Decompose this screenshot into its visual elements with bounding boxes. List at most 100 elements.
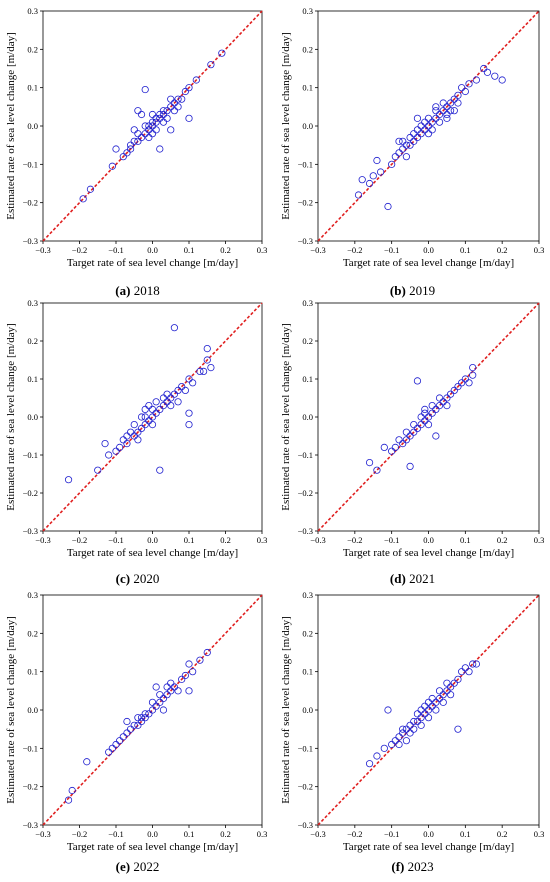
data-point [178, 95, 186, 103]
data-point [428, 118, 436, 126]
y-tick-label: 0.1 [27, 667, 38, 677]
data-point [207, 363, 215, 372]
data-point [123, 149, 131, 157]
caption-letter: (d) [389, 571, 406, 586]
data-point [480, 64, 488, 73]
data-point [203, 356, 211, 364]
data-point [159, 107, 168, 115]
data-point [391, 443, 399, 451]
y-tick-label: −0.3 [298, 820, 313, 830]
data-point [134, 428, 142, 436]
data-point [123, 432, 131, 440]
data-point [417, 130, 425, 138]
data-point [141, 714, 149, 722]
data-point [458, 379, 466, 387]
data-point [185, 375, 193, 383]
data-point [469, 363, 477, 372]
caption-c: (c) 2020 [0, 571, 275, 587]
x-tick-label: 0.1 [460, 245, 471, 255]
data-point [141, 710, 149, 718]
data-point [134, 721, 142, 729]
x-tick-label: 0.2 [497, 535, 508, 545]
data-point [424, 114, 433, 122]
data-point [203, 648, 211, 657]
data-point [112, 145, 120, 153]
data-point [443, 114, 451, 122]
data-point [134, 137, 142, 145]
data-point [435, 394, 444, 402]
data-point [406, 729, 414, 737]
data-point [446, 99, 455, 107]
y-tick-label: 0.3 [27, 590, 38, 600]
data-point [134, 714, 142, 722]
data-point [156, 466, 164, 474]
data-point [384, 706, 392, 714]
data-point [428, 702, 436, 710]
x-tick-label: −0.2 [347, 245, 362, 255]
data-point [185, 420, 193, 429]
data-point [395, 137, 403, 145]
caption-letter: (f) [391, 859, 405, 874]
scatter-panel: −0.3 −0.2 −0.1 0.0 0.1 0.2 0.3 −0.3 −0.2 −0.1 0.0 0… [280, 6, 544, 269]
data-point [185, 409, 193, 417]
data-point [130, 432, 138, 440]
data-point [163, 390, 171, 398]
data-point [167, 126, 175, 134]
data-point [391, 153, 399, 161]
data-point [167, 103, 175, 111]
data-point [152, 126, 160, 134]
y-tick-label: 0.1 [302, 83, 313, 93]
reference-line [317, 594, 540, 826]
x-tick-label: −0.3 [35, 535, 50, 545]
x-axis-label: Target rate of sea level change [m/day] [67, 547, 238, 559]
y-tick-label: 0.1 [302, 374, 313, 384]
data-point [399, 729, 407, 737]
data-point [148, 122, 157, 130]
data-point [472, 660, 480, 668]
y-tick-label: 0.3 [27, 298, 38, 308]
data-point [388, 447, 396, 455]
data-point [181, 386, 189, 394]
y-tick-label: 0.0 [27, 412, 38, 422]
caption-letter: (a) [115, 283, 131, 298]
x-tick-label: 0.0 [423, 245, 434, 255]
data-point [439, 691, 447, 699]
data-point [450, 386, 458, 394]
data-point [417, 122, 425, 130]
data-point [399, 137, 407, 145]
data-point [450, 95, 458, 103]
data-point [395, 436, 403, 444]
data-point [498, 76, 506, 84]
x-tick-label: 0.3 [534, 245, 545, 255]
data-point [406, 141, 414, 149]
data-point [377, 168, 385, 176]
data-point [402, 141, 410, 149]
data-point [130, 721, 138, 729]
data-point [123, 439, 131, 448]
data-point [410, 725, 418, 733]
data-point [127, 725, 135, 733]
caption-year: 2019 [409, 283, 436, 298]
data-point [181, 87, 189, 96]
data-point [137, 413, 146, 421]
data-point [417, 420, 425, 429]
data-point [170, 324, 178, 332]
y-tick-label: −0.3 [23, 236, 38, 246]
data-point [472, 76, 480, 84]
x-tick-label: 0.1 [184, 535, 195, 545]
data-point [174, 103, 182, 111]
data-point [159, 110, 168, 119]
data-point [421, 409, 429, 417]
data-point [424, 698, 433, 706]
y-tick-label: −0.2 [23, 782, 38, 792]
data-point [156, 114, 164, 122]
data-point [170, 683, 178, 691]
y-tick-label: 0.3 [302, 6, 313, 16]
data-point [116, 443, 124, 451]
y-tick-label: −0.3 [298, 236, 313, 246]
data-point [421, 126, 429, 134]
data-point [424, 130, 433, 138]
data-point [137, 424, 146, 432]
data-point [116, 737, 124, 745]
data-point [141, 405, 149, 413]
